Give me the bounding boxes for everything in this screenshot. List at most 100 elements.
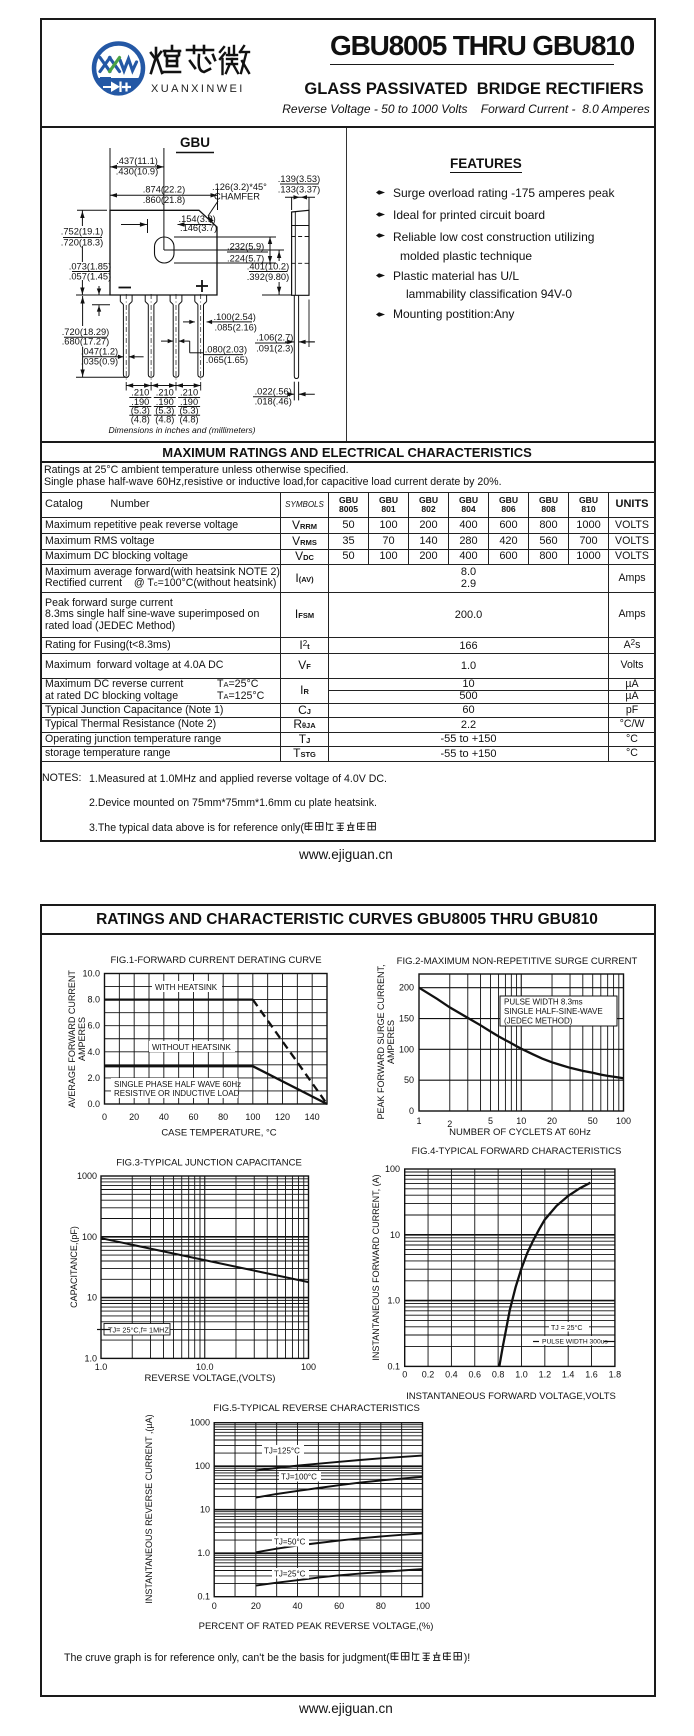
svg-text:60: 60: [188, 1112, 198, 1122]
svg-text:.065(1.65): .065(1.65): [206, 355, 248, 365]
svg-text:AMPERES: AMPERES: [77, 1017, 87, 1061]
svg-text:4.0: 4.0: [87, 1047, 100, 1057]
svg-text:GBU: GBU: [180, 135, 210, 150]
svg-text:.860(21.8): .860(21.8): [143, 195, 185, 205]
svg-text:6.0: 6.0: [87, 1021, 100, 1031]
svg-text:1.4: 1.4: [562, 1370, 575, 1380]
svg-text:.139(3.53): .139(3.53): [278, 174, 320, 184]
svg-text:10: 10: [390, 1230, 400, 1240]
svg-text:1.0: 1.0: [95, 1362, 108, 1372]
svg-text:1.0: 1.0: [197, 1548, 210, 1558]
svg-text:.401(10.2): .401(10.2): [247, 262, 289, 272]
svg-text:.190: .190: [180, 397, 198, 407]
svg-text:0.2: 0.2: [422, 1370, 435, 1380]
svg-text:0: 0: [409, 1106, 414, 1116]
svg-text:INSTANTANEOUS REVERSE CURREN: INSTANTANEOUS REVERSE CURRENT ,(µA): [144, 1414, 154, 1603]
svg-text:TJ=100°C: TJ=100°C: [281, 1473, 317, 1482]
svg-text:.146(3.7): .146(3.7): [180, 223, 217, 233]
svg-text:10.0: 10.0: [196, 1362, 214, 1372]
svg-text:(4.8): (4.8): [155, 414, 174, 424]
svg-text:(5.3): (5.3): [180, 406, 199, 416]
svg-text:10: 10: [516, 1116, 526, 1126]
svg-text:WITH HEATSINK: WITH HEATSINK: [155, 983, 218, 992]
svg-text:(4.8): (4.8): [131, 414, 150, 424]
svg-text:.210: .210: [156, 388, 174, 398]
svg-text:INSTANTANEOUS FORWARD VOLTAGE,: INSTANTANEOUS FORWARD VOLTAGE,VOLTS: [406, 1391, 616, 1402]
svg-text:.018(.46): .018(.46): [255, 396, 292, 406]
svg-text:.091(2.3): .091(2.3): [256, 343, 293, 353]
svg-text:1.0: 1.0: [515, 1370, 528, 1380]
svg-text:.190: .190: [156, 397, 174, 407]
svg-text:200: 200: [399, 983, 414, 993]
svg-text:.232(5.9): .232(5.9): [227, 242, 264, 252]
svg-text:PEAK FORWARD SURGE CURRENT,: PEAK FORWARD SURGE CURRENT,: [376, 964, 386, 1119]
svg-text:NUMBER OF CYCLETS AT 60Hz: NUMBER OF CYCLETS AT 60Hz: [449, 1127, 591, 1138]
svg-text:100: 100: [385, 1164, 400, 1174]
svg-text:FIG.4-TYPICAL FORWARD CHARACTE: FIG.4-TYPICAL FORWARD CHARACTERISTICS: [412, 1146, 622, 1157]
svg-text:(5.3): (5.3): [131, 406, 150, 416]
svg-text:.752(19.1): .752(19.1): [61, 227, 103, 237]
svg-text:AMPERES: AMPERES: [386, 1020, 396, 1064]
svg-text:10: 10: [200, 1505, 210, 1515]
svg-text:.126(3.2)*45°: .126(3.2)*45°: [212, 182, 267, 192]
svg-text:.720(18.29): .720(18.29): [62, 327, 110, 337]
svg-text:100: 100: [195, 1461, 210, 1471]
svg-text:TJ = 25°C: TJ = 25°C: [551, 1324, 582, 1332]
svg-text:0.1: 0.1: [387, 1361, 400, 1371]
svg-text:TJ=25°C: TJ=25°C: [274, 1570, 306, 1579]
svg-text:WITHOUT HEATSINK: WITHOUT HEATSINK: [152, 1043, 231, 1052]
svg-text:1.2: 1.2: [539, 1370, 552, 1380]
svg-text:.047(1.2): .047(1.2): [81, 347, 118, 357]
svg-text:.190: .190: [131, 397, 149, 407]
svg-text:100: 100: [616, 1116, 631, 1126]
svg-text:.680(17.27): .680(17.27): [62, 336, 110, 346]
svg-text:150: 150: [399, 1014, 414, 1024]
svg-text:140: 140: [305, 1112, 320, 1122]
svg-text:8.0: 8.0: [87, 995, 100, 1005]
svg-text:FIG.5-TYPICAL REVERSE CHARACTE: FIG.5-TYPICAL REVERSE CHARACTERISTICS: [213, 1403, 420, 1414]
svg-text:.430(10.9): .430(10.9): [116, 167, 158, 177]
svg-text:0.6: 0.6: [469, 1370, 482, 1380]
svg-text:TJ=125°C: TJ=125°C: [264, 1447, 300, 1456]
svg-text:.022(.56): .022(.56): [255, 387, 292, 397]
svg-text:REVERSE VOLTAGE,(VOLTS): REVERSE VOLTAGE,(VOLTS): [145, 1373, 276, 1384]
svg-text:0: 0: [102, 1112, 107, 1122]
svg-text:AVERAGE FORWARD CURRENT: AVERAGE FORWARD CURRENT: [67, 970, 77, 1108]
svg-text:20: 20: [129, 1112, 139, 1122]
svg-text:50: 50: [404, 1075, 414, 1085]
svg-text:100: 100: [245, 1112, 260, 1122]
svg-text:TJ=50°C: TJ=50°C: [274, 1538, 306, 1547]
svg-text:.437(11.1): .437(11.1): [116, 156, 158, 166]
svg-text:100: 100: [399, 1044, 414, 1054]
svg-text:100: 100: [415, 1601, 430, 1611]
svg-text:1000: 1000: [77, 1171, 97, 1181]
svg-text:.080(2.03): .080(2.03): [205, 344, 247, 354]
svg-text:PULSE WIDTH 8.3ms: PULSE WIDTH 8.3ms: [504, 998, 583, 1007]
svg-text:0: 0: [212, 1601, 217, 1611]
svg-text:PERCENT OF RATED PEAK REVERSE: PERCENT OF RATED PEAK REVERSE VOLTAGE,(%…: [199, 1621, 434, 1632]
svg-text:INSTANTANEOUS FORWARD CURRENT,: INSTANTANEOUS FORWARD CURRENT, (A): [371, 1174, 381, 1360]
svg-text:1000: 1000: [190, 1418, 210, 1428]
svg-text:80: 80: [376, 1601, 386, 1611]
svg-text:1.0: 1.0: [84, 1353, 97, 1363]
svg-text:1.6: 1.6: [585, 1370, 598, 1380]
svg-text:.210: .210: [131, 388, 149, 398]
svg-text:20: 20: [547, 1116, 557, 1126]
svg-text:0.4: 0.4: [445, 1370, 458, 1380]
svg-text:CHAMFER: CHAMFER: [214, 192, 260, 202]
svg-text:.073(1.85): .073(1.85): [69, 262, 111, 272]
svg-text:.035(0.9): .035(0.9): [81, 357, 118, 367]
svg-text:(4.8): (4.8): [180, 414, 199, 424]
svg-text:.085(2.16): .085(2.16): [215, 323, 257, 333]
svg-text:40: 40: [293, 1601, 303, 1611]
svg-text:50: 50: [588, 1116, 598, 1126]
svg-text:FIG.1-FORWARD CURRENT DERATING: FIG.1-FORWARD CURRENT DERATING CURVE: [110, 955, 321, 966]
svg-text:.720(18.3): .720(18.3): [61, 238, 103, 248]
svg-text:(JEDEC METHOD): (JEDEC METHOD): [504, 1017, 573, 1026]
svg-text:PULSE WIDTH 300us: PULSE WIDTH 300us: [542, 1339, 608, 1346]
svg-text:0.1: 0.1: [197, 1592, 210, 1602]
svg-text:.210: .210: [180, 388, 198, 398]
svg-text:TJ= 25°C,f= 1MHZ: TJ= 25°C,f= 1MHZ: [108, 1325, 169, 1334]
svg-text:2.0: 2.0: [87, 1073, 100, 1083]
svg-text:.106(2.7): .106(2.7): [256, 333, 293, 343]
